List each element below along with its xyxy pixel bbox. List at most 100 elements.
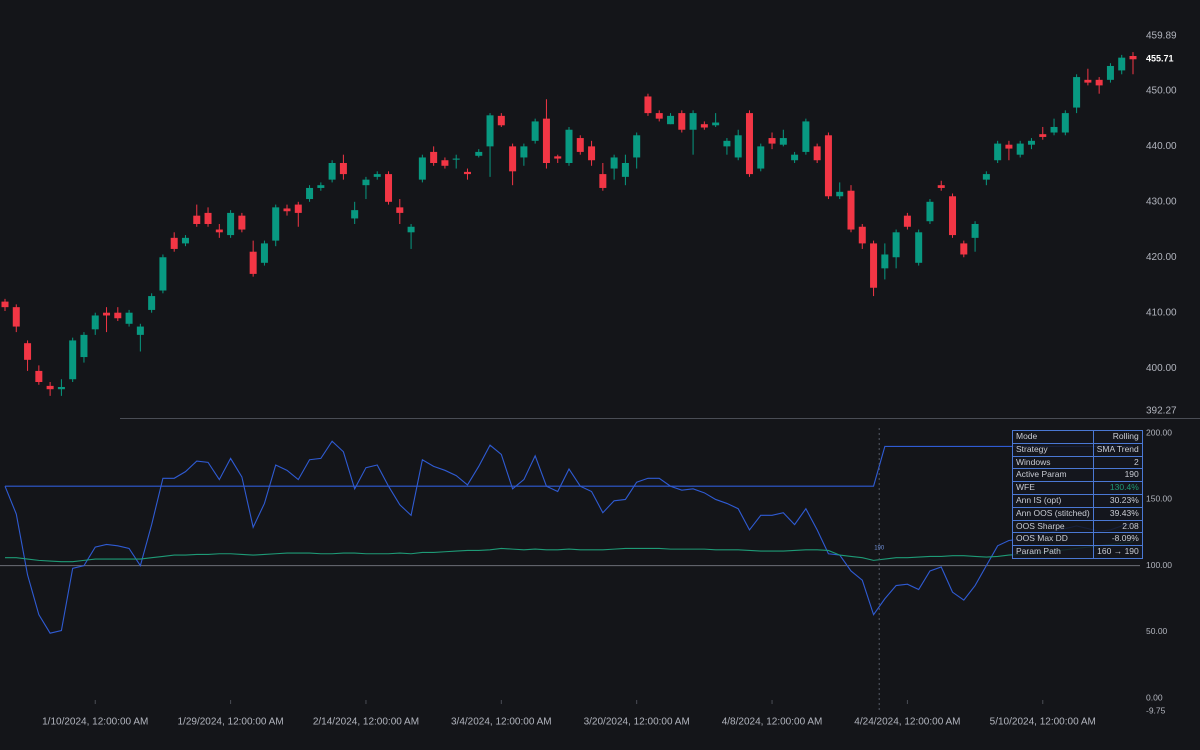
candle-body <box>351 210 359 219</box>
candle-body <box>870 243 878 288</box>
table-key: WFE <box>1012 481 1094 495</box>
candle-body <box>644 96 652 114</box>
candle-body <box>779 138 787 145</box>
candle-body <box>1084 79 1092 83</box>
candle-body <box>35 370 43 383</box>
y-tick-label: 50.00 <box>1146 626 1168 636</box>
candle-body <box>475 151 483 156</box>
candle-body <box>1118 57 1126 71</box>
candle-body <box>971 223 979 238</box>
candle-body <box>994 143 1002 161</box>
candle-body <box>193 215 201 224</box>
y-tick-label: 440.00 <box>1146 141 1177 152</box>
table-value: SMA Trend <box>1092 442 1143 457</box>
table-key: Param Path <box>1012 545 1094 559</box>
candle-body <box>204 212 212 224</box>
series-line <box>5 541 1134 563</box>
table-row: Windows 2 <box>1012 455 1143 470</box>
candle-body <box>520 146 528 158</box>
candle-body <box>46 385 54 390</box>
candle-body <box>1073 77 1081 108</box>
change-marker-label: 190 <box>874 546 885 552</box>
candle-body <box>272 207 280 241</box>
x-tick-label: 2/14/2024, 12:00:00 AM <box>313 717 419 728</box>
candle-body <box>599 174 607 188</box>
candle-body <box>441 160 449 166</box>
table-row: Strategy SMA Trend <box>1012 442 1143 457</box>
candle-body <box>306 187 314 200</box>
candle-body <box>949 196 957 236</box>
table-key: Strategy <box>1012 442 1094 457</box>
table-row: Ann IS (opt) 30.23% <box>1012 493 1143 508</box>
candle-body <box>723 140 731 147</box>
candle-body <box>362 179 370 186</box>
candle-body <box>768 138 776 144</box>
candle-body <box>858 226 866 244</box>
candle-body <box>317 185 325 188</box>
candle-body <box>937 185 945 188</box>
candle-body <box>1106 65 1114 80</box>
table-value: 2.08 <box>1092 519 1143 534</box>
y-tick-label: 392.27 <box>1146 406 1177 417</box>
candle-body <box>960 243 968 255</box>
candle-body <box>114 312 122 319</box>
candle-body <box>565 129 573 164</box>
table-value: 2 <box>1092 455 1143 470</box>
x-tick-label: 3/4/2024, 12:00:00 AM <box>451 717 552 728</box>
y-tick-label: 420.00 <box>1146 252 1177 263</box>
x-tick-label: 1/29/2024, 12:00:00 AM <box>177 717 283 728</box>
y-tick-label: 410.00 <box>1146 307 1177 318</box>
candle-body <box>576 138 584 152</box>
x-tick-label: 4/8/2024, 12:00:00 AM <box>722 717 823 728</box>
table-row: Active Param 190 <box>1012 468 1143 483</box>
candle-body <box>836 191 844 197</box>
candle-body <box>1016 143 1024 155</box>
candle-body <box>847 190 855 230</box>
y-tick-label: 459.89 <box>1146 31 1177 42</box>
table-row: OOS Max DD -8.09% <box>1012 532 1143 547</box>
x-tick-label: 4/24/2024, 12:00:00 AM <box>854 717 960 728</box>
table-value: 190 <box>1092 468 1143 483</box>
table-key: OOS Max DD <box>1012 532 1094 547</box>
candle-body <box>881 254 889 269</box>
x-tick-label: 1/10/2024, 12:00:00 AM <box>42 717 148 728</box>
candle-body <box>385 174 393 202</box>
candle-body <box>430 151 438 164</box>
candle-body <box>610 157 618 169</box>
table-row: Ann OOS (stitched) 39.43% <box>1012 506 1143 521</box>
candle-body <box>1 301 9 308</box>
candle-body <box>1005 144 1013 149</box>
candle-body <box>903 215 911 227</box>
candle-body <box>667 115 675 125</box>
last-price-label: 455.71 <box>1146 54 1174 64</box>
candle-body <box>531 121 539 141</box>
candle-body <box>588 146 596 161</box>
table-value: 30.23% <box>1092 493 1143 508</box>
candle-body <box>396 207 404 213</box>
table-key: Active Param <box>1012 468 1094 483</box>
candle-body <box>24 343 32 360</box>
table-row: OOS Sharpe 2.08 <box>1012 519 1143 534</box>
candle-body <box>215 229 223 233</box>
candle-body <box>463 171 471 175</box>
candle-body <box>136 326 144 335</box>
table-key: Windows <box>1012 455 1094 470</box>
candle-body <box>982 174 990 180</box>
candle-body <box>554 156 562 159</box>
candle-body <box>633 135 641 158</box>
x-tick-label: 3/20/2024, 12:00:00 AM <box>584 717 690 728</box>
candle-body <box>1129 55 1137 60</box>
candle-body <box>497 115 505 126</box>
table-value: Rolling <box>1092 430 1143 444</box>
table-value: -8.09% <box>1092 532 1143 547</box>
candle-body <box>339 163 347 175</box>
candle-body <box>170 237 178 249</box>
candle-body <box>1061 113 1069 133</box>
candle-body <box>159 257 167 291</box>
y-tick-label: 150.00 <box>1146 494 1172 504</box>
y-tick-label: 400.00 <box>1146 363 1177 374</box>
candle-body <box>1095 79 1103 86</box>
candle-body <box>148 296 156 310</box>
candle-body <box>1027 140 1035 145</box>
